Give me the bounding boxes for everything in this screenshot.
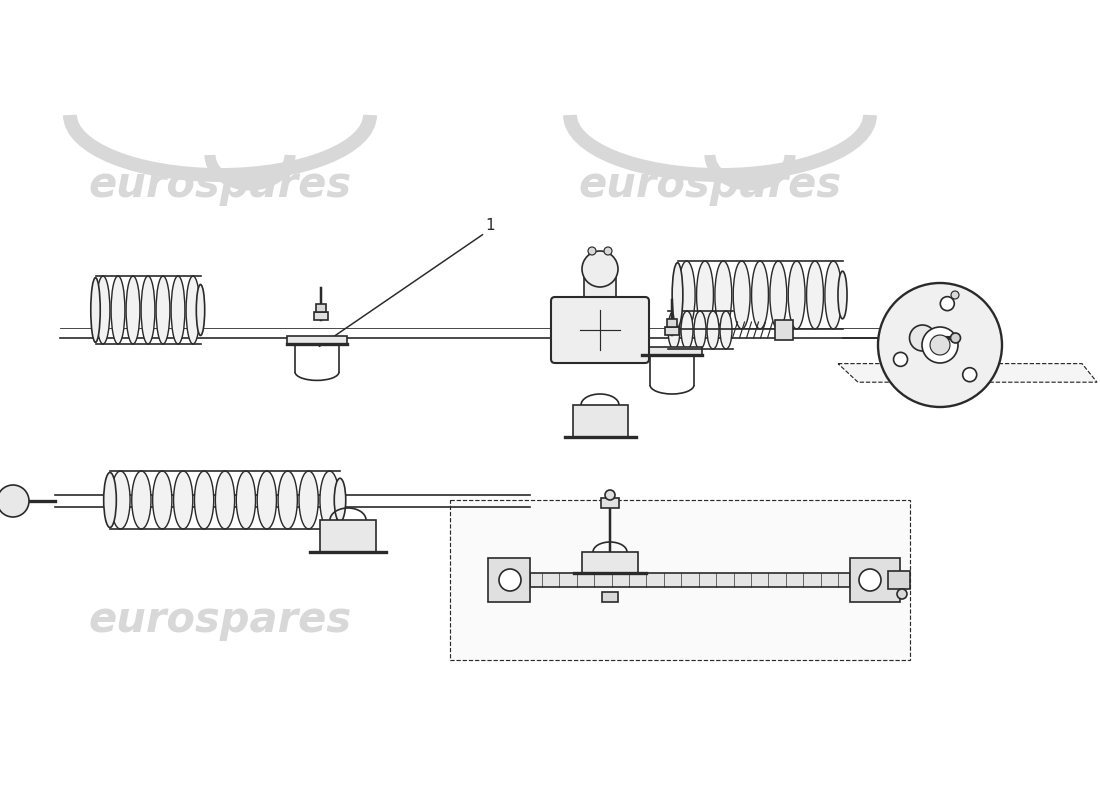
- Ellipse shape: [172, 276, 185, 344]
- Ellipse shape: [320, 471, 339, 529]
- Circle shape: [922, 327, 958, 363]
- Ellipse shape: [334, 478, 345, 522]
- Bar: [602, 592, 618, 602]
- Text: eurospares: eurospares: [579, 164, 842, 206]
- Ellipse shape: [825, 261, 842, 329]
- Ellipse shape: [91, 278, 100, 342]
- Bar: [888, 571, 910, 589]
- Bar: [488, 558, 530, 602]
- Ellipse shape: [156, 276, 169, 344]
- Circle shape: [930, 335, 950, 355]
- Text: eurospares: eurospares: [88, 599, 352, 641]
- Circle shape: [893, 352, 907, 366]
- Ellipse shape: [196, 285, 205, 335]
- Circle shape: [859, 569, 881, 591]
- Bar: [667, 319, 676, 327]
- Ellipse shape: [132, 471, 151, 529]
- Ellipse shape: [707, 311, 719, 349]
- Circle shape: [962, 368, 977, 382]
- Ellipse shape: [751, 261, 769, 329]
- Ellipse shape: [672, 262, 683, 327]
- Circle shape: [910, 325, 935, 351]
- Bar: [774, 320, 792, 340]
- Bar: [850, 558, 900, 602]
- Ellipse shape: [770, 261, 786, 329]
- Ellipse shape: [299, 471, 318, 529]
- Polygon shape: [450, 500, 910, 660]
- Text: 1: 1: [485, 218, 495, 233]
- Ellipse shape: [111, 276, 125, 344]
- Polygon shape: [838, 363, 1097, 382]
- Bar: [530, 573, 850, 587]
- Circle shape: [950, 333, 960, 343]
- Ellipse shape: [126, 276, 140, 344]
- Circle shape: [588, 247, 596, 255]
- Circle shape: [940, 297, 955, 310]
- Ellipse shape: [694, 311, 706, 349]
- Ellipse shape: [153, 471, 172, 529]
- Ellipse shape: [96, 276, 110, 344]
- Ellipse shape: [668, 311, 680, 349]
- Ellipse shape: [838, 271, 847, 318]
- Text: eurospares: eurospares: [579, 599, 842, 641]
- Bar: [642, 347, 702, 355]
- Bar: [601, 498, 619, 508]
- Ellipse shape: [103, 473, 117, 527]
- Ellipse shape: [174, 471, 192, 529]
- Circle shape: [499, 569, 521, 591]
- Circle shape: [878, 283, 1002, 407]
- Ellipse shape: [278, 471, 297, 529]
- Ellipse shape: [186, 276, 200, 344]
- Bar: [320, 520, 376, 552]
- Circle shape: [582, 251, 618, 287]
- Ellipse shape: [696, 261, 714, 329]
- Bar: [666, 327, 679, 335]
- Circle shape: [605, 490, 615, 500]
- Ellipse shape: [236, 471, 255, 529]
- Text: eurospares: eurospares: [88, 164, 352, 206]
- Bar: [316, 304, 326, 312]
- Bar: [572, 405, 627, 437]
- Ellipse shape: [679, 261, 695, 329]
- Bar: [314, 312, 328, 320]
- Ellipse shape: [806, 261, 824, 329]
- Ellipse shape: [257, 471, 276, 529]
- Ellipse shape: [195, 471, 213, 529]
- Circle shape: [0, 485, 29, 517]
- FancyBboxPatch shape: [551, 297, 649, 363]
- Bar: [584, 269, 616, 301]
- Ellipse shape: [734, 261, 750, 329]
- Circle shape: [896, 589, 907, 599]
- Ellipse shape: [720, 311, 732, 349]
- Bar: [287, 336, 346, 344]
- Bar: [582, 552, 638, 573]
- Circle shape: [604, 247, 612, 255]
- Ellipse shape: [789, 261, 805, 329]
- Ellipse shape: [141, 276, 155, 344]
- Ellipse shape: [216, 471, 234, 529]
- Ellipse shape: [111, 471, 130, 529]
- Ellipse shape: [681, 311, 693, 349]
- Ellipse shape: [715, 261, 732, 329]
- Circle shape: [952, 291, 959, 299]
